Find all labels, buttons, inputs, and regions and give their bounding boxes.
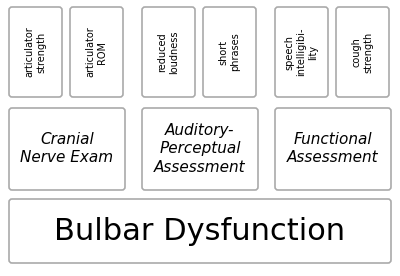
Text: articulator
ROM: articulator ROM: [86, 26, 108, 77]
FancyBboxPatch shape: [142, 108, 258, 190]
FancyBboxPatch shape: [9, 199, 391, 263]
FancyBboxPatch shape: [70, 7, 123, 97]
Text: Auditory-
Perceptual
Assessment: Auditory- Perceptual Assessment: [154, 123, 246, 174]
Text: Bulbar Dysfunction: Bulbar Dysfunction: [54, 216, 346, 245]
FancyBboxPatch shape: [336, 7, 389, 97]
Text: speech
intelligibi-
lity: speech intelligibi- lity: [284, 28, 318, 76]
Text: cough
strength: cough strength: [352, 31, 374, 73]
FancyBboxPatch shape: [275, 7, 328, 97]
Text: reduced
loudness: reduced loudness: [158, 30, 180, 74]
FancyBboxPatch shape: [275, 108, 391, 190]
FancyBboxPatch shape: [203, 7, 256, 97]
FancyBboxPatch shape: [9, 108, 125, 190]
Text: articulator
strength: articulator strength: [24, 26, 46, 77]
Text: short
phrases: short phrases: [218, 33, 240, 71]
FancyBboxPatch shape: [142, 7, 195, 97]
Text: Cranial
Nerve Exam: Cranial Nerve Exam: [20, 132, 114, 166]
Text: Functional
Assessment: Functional Assessment: [287, 132, 379, 166]
FancyBboxPatch shape: [9, 7, 62, 97]
